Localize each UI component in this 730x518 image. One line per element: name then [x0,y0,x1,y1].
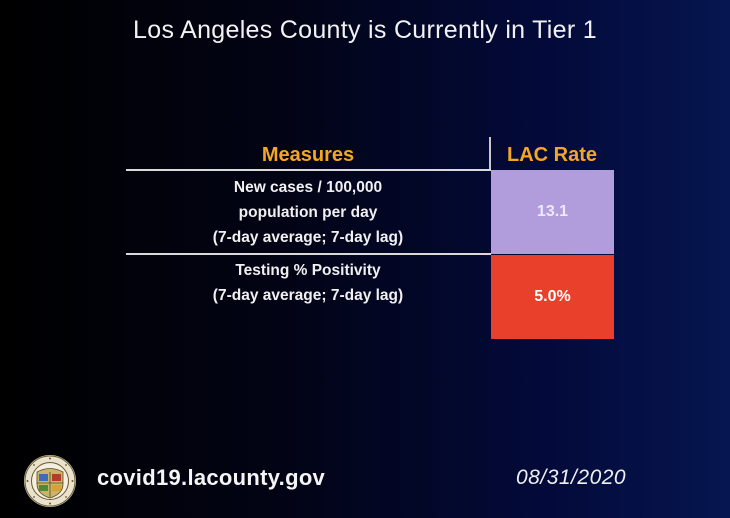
slide-title: Los Angeles County is Currently in Tier … [133,16,597,44]
county-seal-icon [24,455,76,507]
measure-line: (7-day average; 7-day lag) [212,287,404,304]
measure-line: (7-day average; 7-day lag) [212,229,404,246]
header-divider [489,137,491,171]
measure-testing-positivity: Testing % Positivity (7-day average; 7-d… [126,258,490,308]
rate-new-cases: 13.1 [491,170,614,254]
row-divider [126,169,491,171]
header-measures: Measures [261,144,355,166]
footer-date: 08/31/2020 [516,466,627,489]
table-header: Measures LAC Rate [126,140,614,170]
measure-line: Testing % Positivity [235,262,381,279]
measure-new-cases: New cases / 100,000 population per day (… [126,175,490,250]
row-divider [126,253,491,255]
rate-testing-positivity: 5.0% [491,255,614,339]
header-lac-rate: LAC Rate [506,144,597,166]
measure-line: population per day [238,204,378,221]
measure-line: New cases / 100,000 [233,179,383,196]
footer-url: covid19.lacounty.gov [97,465,326,490]
